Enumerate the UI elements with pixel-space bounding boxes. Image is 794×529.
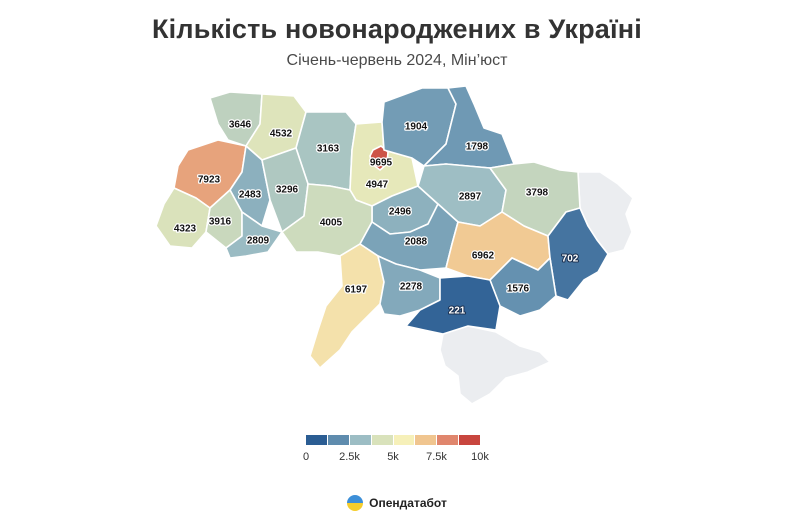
region-label-chernivtsi: 2809 (247, 236, 270, 247)
region-odesa[interactable] (309, 243, 385, 369)
legend-color-scale (306, 435, 480, 445)
legend-swatch-3 (371, 435, 394, 445)
region-label-vinnytsia: 4005 (320, 218, 343, 229)
region-label-kyiv-city: 9695 (370, 158, 393, 169)
region-label-zakarpattia: 4323 (174, 224, 197, 235)
legend-tick-1: 2.5k (339, 451, 360, 463)
region-label-volyn: 3646 (229, 120, 252, 131)
region-label-kherson: 221 (449, 306, 466, 317)
legend-tick-0: 0 (302, 451, 310, 463)
region-label-zhytomyr: 3163 (317, 144, 340, 155)
legend-tick-2: 5k (387, 451, 399, 463)
legend-swatch-5 (415, 435, 438, 445)
color-legend: 0 2.5k 5k 7.5k 10k (302, 435, 489, 469)
region-chernivtsi[interactable] (225, 211, 283, 259)
map-title: Кількість новонароджених в Україні (151, 14, 643, 44)
region-label-sumy: 1798 (466, 142, 489, 153)
legend-swatch-6 (437, 435, 460, 445)
region-label-dnipropetrovsk: 6962 (472, 251, 495, 262)
region-label-poltava: 2897 (459, 192, 482, 203)
region-label-kirovohrad: 2088 (405, 237, 428, 248)
region-label-chernihiv: 1904 (405, 122, 428, 133)
legend-tick-4: 10k (471, 451, 489, 463)
legend-swatch-2 (349, 435, 372, 445)
legend-swatch-4 (393, 435, 416, 445)
region-label-lviv: 7923 (198, 175, 221, 186)
region-label-ternopil: 2483 (239, 190, 262, 201)
region-label-odesa: 6197 (345, 285, 368, 296)
legend-tick-3: 7.5k (426, 451, 447, 463)
region-label-rivne: 4532 (270, 129, 293, 140)
map-subtitle: Січень-червень 2024, Мін’юст (286, 52, 508, 69)
legend-ticks: 0 2.5k 5k 7.5k 10k (302, 451, 489, 469)
region-label-donetsk: 702 (562, 254, 579, 265)
region-label-ivano-frankivsk: 3916 (209, 217, 232, 228)
region-label-khmelnytskyi: 3296 (276, 185, 299, 196)
region-crimea (439, 325, 551, 405)
region-label-cherkasy: 2496 (389, 207, 412, 218)
brand-name: Опендатабот (369, 496, 447, 510)
region-label-kyiv-oblast: 4947 (366, 180, 389, 191)
region-label-kharkiv: 3798 (526, 188, 549, 199)
opendatabot-logo-icon (347, 495, 364, 511)
region-label-zaporizhzhia: 1576 (507, 284, 530, 295)
legend-swatch-7 (459, 435, 480, 445)
legend-swatch-0 (306, 435, 328, 445)
region-label-mykolaiv: 2278 (400, 282, 423, 293)
brand: Опендатабот (0, 495, 794, 511)
region-kherson[interactable] (405, 275, 501, 335)
region-kyiv-city[interactable] (369, 145, 389, 171)
region-zakarpattia[interactable] (155, 187, 211, 249)
region-zaporizhzhia[interactable] (489, 257, 557, 317)
legend-swatch-1 (327, 435, 350, 445)
